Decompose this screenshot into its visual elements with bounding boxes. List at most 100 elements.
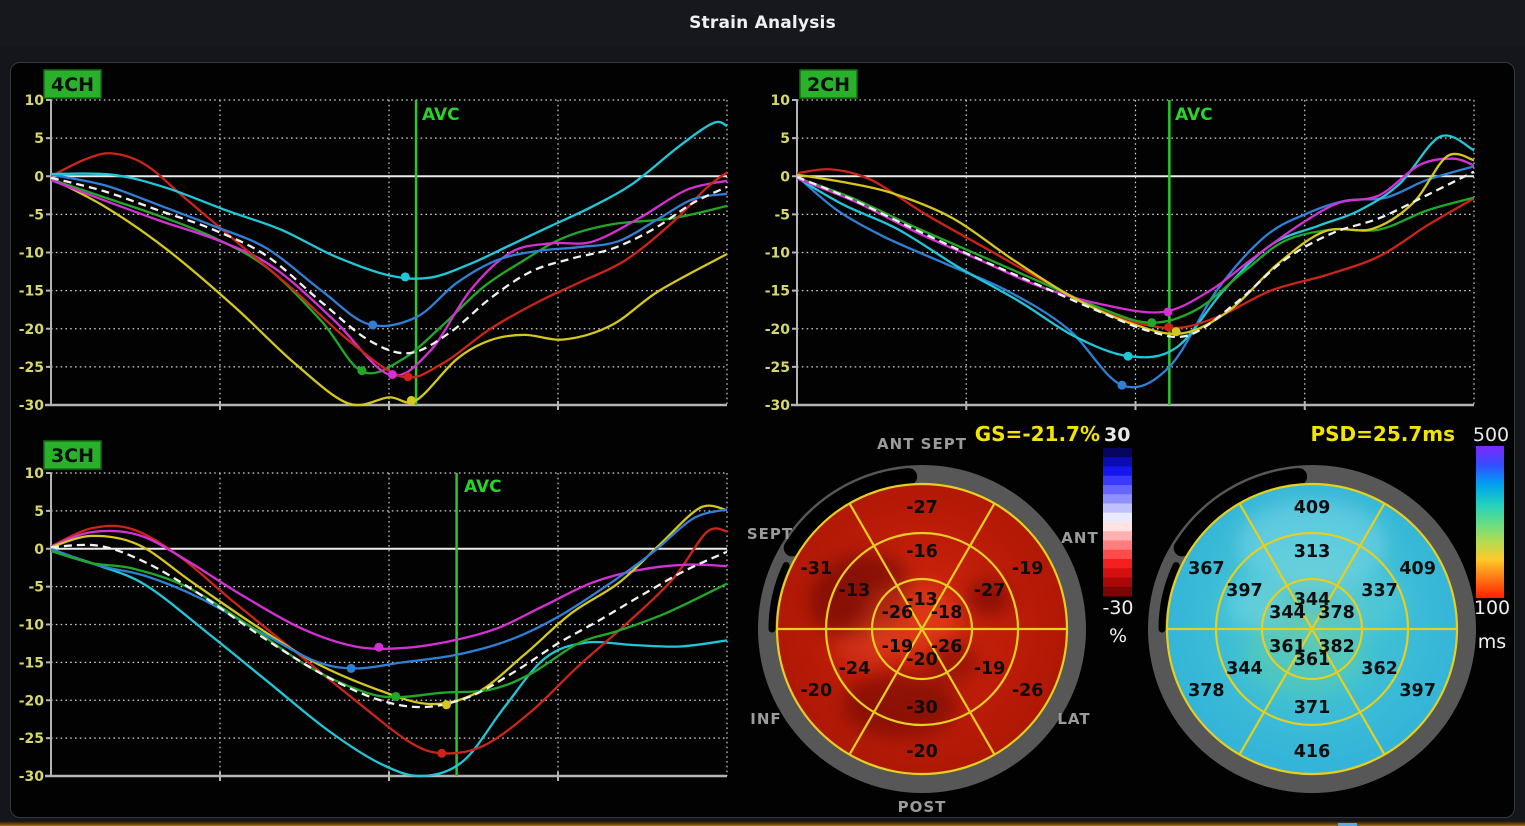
timeline-bar[interactable] — [0, 821, 1525, 826]
y-tick-label: -25 — [19, 360, 44, 376]
segment-value-gs-mid: -16 — [906, 542, 938, 562]
psd-scale-max-label: 500 — [1473, 424, 1509, 446]
y-tick-label: -25 — [765, 360, 790, 376]
ring-shadow-crescent-small — [1158, 562, 1180, 633]
peak-marker-cyan — [400, 272, 410, 282]
segment-value-psd-mid: 344 — [1226, 659, 1263, 679]
strain-curve-magenta — [797, 157, 1474, 314]
y-tick-label: -10 — [765, 246, 791, 262]
gs-colorbar-band — [1103, 577, 1132, 588]
y-tick-label: -30 — [19, 769, 45, 785]
segment-value-psd-outer: 367 — [1188, 559, 1225, 579]
badge-4ch-label: 4CH — [51, 74, 94, 96]
region-label-ant: ANT — [1061, 529, 1098, 547]
strain-curve-cyan — [797, 134, 1474, 359]
segment-value-gs-apical: -26 — [931, 637, 963, 657]
sector-line — [848, 502, 996, 756]
strain-curve-cyan — [51, 120, 727, 280]
badge-2ch — [799, 69, 858, 99]
peak-marker-blue — [1117, 380, 1127, 390]
segment-value-psd-outer: 397 — [1399, 681, 1436, 701]
badge-3ch — [43, 440, 102, 470]
region-label-ant-sept: ANT SEPT — [877, 435, 967, 453]
segment-value-gs-outer: -31 — [801, 559, 833, 579]
strain-curve-green — [797, 176, 1474, 324]
y-tick-label: -20 — [765, 322, 791, 338]
segment-value-gs-outer: -26 — [1012, 681, 1044, 701]
psd-scale-min-label: 100 — [1474, 597, 1510, 619]
avc-label-4ch: AVC — [422, 105, 460, 125]
ring-shadow-crescent-small — [768, 562, 790, 633]
page-title: Strain Analysis — [689, 13, 836, 33]
segment-value-psd-apical: 344 — [1269, 603, 1306, 623]
strain-curve-cyan — [51, 549, 727, 778]
ring-shadow-crescent — [783, 468, 918, 557]
segment-value-gs-outer: -20 — [801, 681, 833, 701]
y-tick-label: -30 — [765, 398, 791, 414]
strain-chart-2ch: 10 5 0 -5 -10 -15 -20 -25 -30 — [765, 93, 1475, 414]
peak-marker-magenta — [387, 370, 397, 379]
segment-value-psd-outer: 409 — [1399, 559, 1436, 579]
peak-marker-red — [403, 372, 413, 382]
gs-colorbar-band — [1103, 559, 1132, 569]
peak-marker-green — [357, 366, 367, 376]
strain-curve-mean — [797, 170, 1474, 339]
peak-marker-green — [391, 691, 401, 701]
segment-value-psd-mid: 397 — [1226, 581, 1263, 601]
y-tick-label: -5 — [774, 207, 790, 223]
gs-shading — [809, 553, 1010, 737]
segment-value-psd-mid: 313 — [1294, 542, 1331, 562]
strain-curve-blue — [797, 165, 1474, 389]
strain-curve-red — [797, 168, 1474, 330]
segment-value-gs-outer: -27 — [906, 498, 938, 518]
chart-badges: 4CH 2CH 3CH AVC AVC AVC — [43, 69, 1213, 497]
peak-marker-red — [437, 748, 447, 758]
gs-colorbar-band — [1103, 466, 1132, 477]
segment-value-psd-apical: 361 — [1269, 637, 1306, 657]
peak-marker-cyan — [1123, 351, 1133, 361]
peak-marker-magenta — [1163, 307, 1173, 317]
segment-value-gs-outer: -20 — [906, 742, 938, 762]
timeline-marker[interactable] — [1338, 823, 1357, 826]
gs-colorbar-band — [1103, 457, 1132, 467]
segment-value-gs-mid: -27 — [974, 581, 1006, 601]
gs-colorbar-band — [1103, 448, 1132, 458]
sector-line — [1238, 502, 1386, 756]
bullseye-maps: -27-19-26-20-20-31-16-27-19-30-24-13 -13-… — [747, 422, 1510, 816]
segment-value-psd-apical: 344 — [1294, 590, 1331, 610]
y-tick-label: -5 — [28, 580, 44, 596]
segment-value-psd-mid: 362 — [1361, 659, 1398, 679]
avc-label-3ch: AVC — [464, 477, 502, 497]
segment-value-psd-outer: 409 — [1294, 498, 1331, 518]
y-tick-label: -10 — [19, 618, 45, 634]
segment-value-psd-outer: 416 — [1294, 742, 1331, 762]
y-tick-label: -10 — [19, 246, 45, 262]
y-tick-label: 5 — [34, 504, 44, 520]
ring-shadow-crescent — [1173, 468, 1308, 557]
gs-scale-max-label: 30 — [1104, 424, 1130, 446]
region-label-inf: INF — [750, 710, 781, 728]
segment-value-gs-apical: -13 — [906, 590, 938, 610]
gs-colorbar-band — [1103, 540, 1132, 551]
gs-colorbar-band — [1103, 494, 1132, 504]
psd-shading — [1225, 500, 1405, 697]
segment-value-gs-apical: -20 — [906, 650, 938, 670]
y-tick-label: 0 — [780, 169, 790, 185]
y-tick-label: 5 — [34, 131, 44, 147]
y-tick-label: 0 — [34, 169, 44, 185]
gs-colorbar-band — [1103, 485, 1132, 495]
region-label-post: POST — [898, 798, 947, 816]
psd-title: PSD=25.7ms — [1310, 422, 1455, 446]
gs-scale-unit-label: % — [1109, 625, 1127, 647]
peak-marker-magenta — [374, 642, 384, 652]
gs-colorbar-band — [1103, 549, 1132, 560]
y-tick-label: 10 — [771, 93, 791, 109]
strain-curve-green — [51, 178, 727, 375]
y-tick-label: 0 — [34, 542, 44, 558]
peak-marker-yellow — [406, 395, 416, 405]
region-label-sept: SEPT — [747, 525, 793, 543]
y-tick-label: -30 — [19, 398, 45, 414]
segment-value-gs-mid: -19 — [974, 659, 1006, 679]
